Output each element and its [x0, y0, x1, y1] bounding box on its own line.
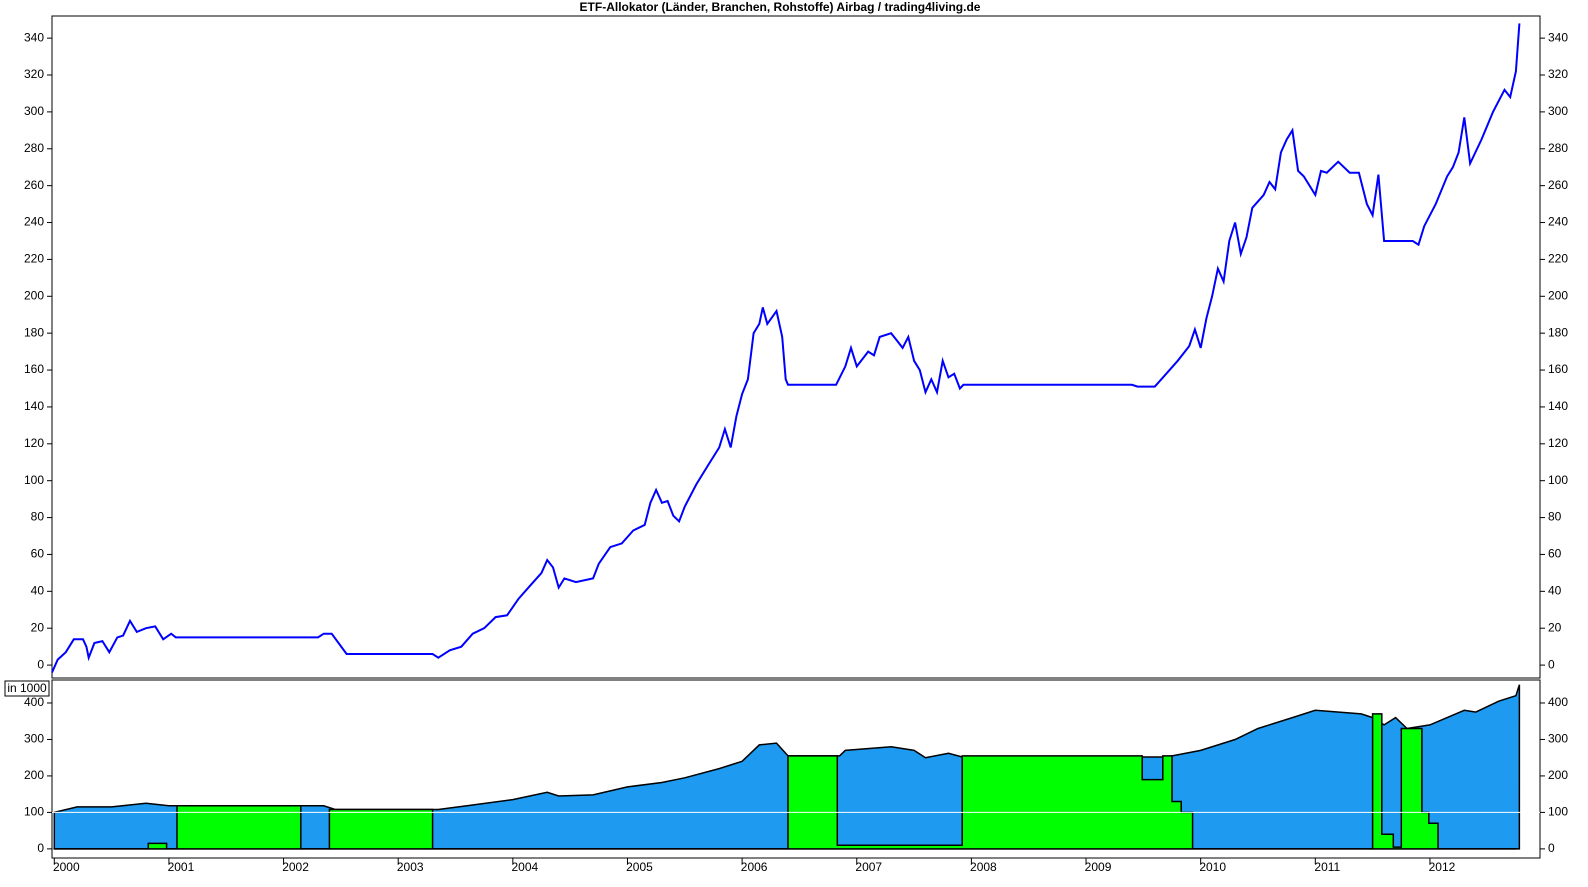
y-tick-label: 20 [31, 620, 45, 634]
y2-tick-label: 200 [1548, 768, 1568, 782]
y2-tick-label: 40 [1548, 584, 1562, 598]
x-tick-label: 2004 [511, 860, 538, 874]
top-panel-frame [51, 15, 1541, 679]
x-tick-label: 2012 [1429, 860, 1456, 874]
y2-tick-label: 160 [1548, 362, 1568, 376]
x-tick-label: 2003 [397, 860, 424, 874]
y-tick-label: 400 [24, 695, 44, 709]
y-tick-label: 180 [24, 325, 44, 339]
y2-tick-label: 0 [1548, 841, 1555, 855]
y2-tick-label: 280 [1548, 141, 1568, 155]
y-tick-label: 220 [24, 252, 44, 266]
y2-tick-label: 20 [1548, 620, 1562, 634]
y2-tick-label: 60 [1548, 547, 1562, 561]
y2-tick-label: 100 [1548, 805, 1568, 819]
y-tick-label: 200 [24, 768, 44, 782]
chart-title: ETF-Allokator (Länder, Branchen, Rohstof… [580, 0, 981, 14]
y-tick-label: 40 [31, 584, 45, 598]
line [51, 23, 1521, 673]
x-tick-label: 2010 [1199, 860, 1226, 874]
y-tick-label: 100 [24, 473, 44, 487]
y-tick-label: 160 [24, 362, 44, 376]
y-tick-label: 260 [24, 178, 44, 192]
y-tick-label: 60 [31, 547, 45, 561]
y-tick-label: 240 [24, 215, 44, 229]
annotation: in 1000 [7, 681, 47, 695]
x-tick-label: 2005 [626, 860, 653, 874]
x-tick-label: 2008 [970, 860, 997, 874]
y-tick-label: 300 [24, 104, 44, 118]
y2-tick-label: 400 [1548, 695, 1568, 709]
y-tick-label: 300 [24, 732, 44, 746]
x-tick-label: 2001 [168, 860, 195, 874]
area [53, 713, 1519, 850]
y2-tick-label: 300 [1548, 732, 1568, 746]
y2-tick-label: 240 [1548, 215, 1568, 229]
y2-tick-label: 300 [1548, 104, 1568, 118]
y2-tick-label: 220 [1548, 252, 1568, 266]
y-tick-label: 100 [24, 805, 44, 819]
y-tick-label: 140 [24, 399, 44, 413]
y-tick-label: 200 [24, 288, 44, 302]
annotation-box [4, 680, 50, 697]
x-tick-label: 2006 [741, 860, 768, 874]
y-tick-label: 320 [24, 67, 44, 81]
y-tick-label: 280 [24, 141, 44, 155]
y2-tick-label: 260 [1548, 178, 1568, 192]
y2-tick-label: 140 [1548, 399, 1568, 413]
y2-tick-label: 180 [1548, 325, 1568, 339]
y-tick-label: 340 [24, 30, 44, 44]
x-tick-label: 2009 [1085, 860, 1112, 874]
y-tick-label: 0 [37, 841, 44, 855]
y2-tick-label: 100 [1548, 473, 1568, 487]
y2-tick-label: 320 [1548, 67, 1568, 81]
y2-tick-label: 80 [1548, 510, 1562, 524]
y2-tick-label: 200 [1548, 288, 1568, 302]
x-tick-label: 2007 [855, 860, 882, 874]
x-tick-label: 2011 [1314, 860, 1340, 874]
y2-tick-label: 0 [1548, 657, 1555, 671]
x-tick-label: 2002 [282, 860, 309, 874]
y2-tick-label: 340 [1548, 30, 1568, 44]
y2-tick-label: 120 [1548, 436, 1568, 450]
x-tick-label: 2000 [53, 860, 80, 874]
y-tick-label: 80 [31, 510, 45, 524]
y-tick-label: 0 [37, 657, 44, 671]
y-tick-label: 120 [24, 436, 44, 450]
